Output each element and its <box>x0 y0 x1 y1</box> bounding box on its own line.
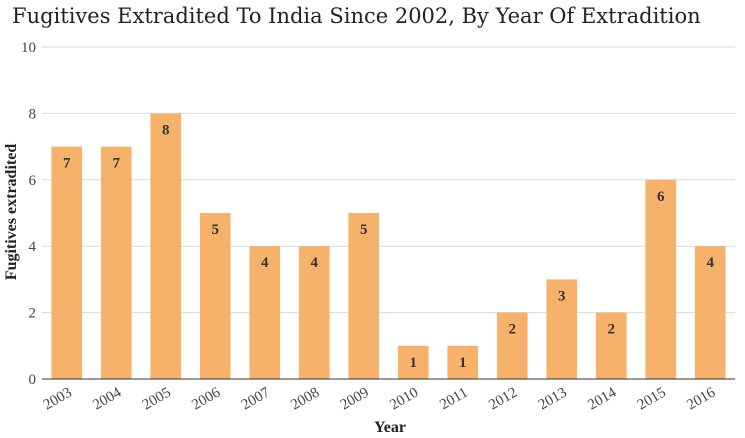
y-tick-label: 4 <box>29 239 37 255</box>
y-axis-label: Fugitives extradited <box>3 144 20 281</box>
bar <box>694 246 726 379</box>
bar <box>150 113 182 380</box>
bar-value-label: 4 <box>261 255 269 271</box>
bar-value-labels: 7 7 8 5 4 4 5 1 1 2 3 2 6 4 <box>63 122 715 370</box>
bar <box>249 246 281 379</box>
bar-value-label: 7 <box>63 156 71 172</box>
bar <box>100 146 132 379</box>
bar-value-label: 2 <box>608 322 616 338</box>
bar <box>496 312 528 379</box>
y-tick-label: 10 <box>21 40 36 56</box>
bar <box>447 345 479 379</box>
y-tick-label: 6 <box>29 173 37 189</box>
bar <box>199 213 231 379</box>
x-tick-label: 2011 <box>437 385 471 414</box>
bar <box>397 345 429 379</box>
y-tick-label: 8 <box>29 106 37 122</box>
x-tick-label: 2010 <box>387 385 421 414</box>
bar-value-label: 5 <box>360 222 368 238</box>
bar-value-label: 1 <box>459 355 467 371</box>
bar-value-label: 3 <box>558 288 566 304</box>
x-tick-label: 2003 <box>41 385 75 414</box>
y-tick-label: 0 <box>29 372 37 388</box>
x-tick-label: 2007 <box>239 384 273 413</box>
bar-value-label: 7 <box>113 156 121 172</box>
x-tick-label: 2008 <box>288 385 322 414</box>
bar-value-label: 8 <box>162 122 170 138</box>
x-tick-label: 2004 <box>90 384 124 413</box>
x-tick-label: 2009 <box>338 385 372 414</box>
x-tick-label: 2012 <box>486 385 520 414</box>
y-tick-label: 2 <box>29 306 37 322</box>
bar <box>298 246 330 379</box>
bar-value-label: 1 <box>410 355 418 371</box>
gridlines <box>42 46 735 314</box>
x-tick-label: 2006 <box>189 384 223 413</box>
x-tick-label: 2014 <box>585 384 619 413</box>
x-tick-label: 2015 <box>635 385 669 414</box>
bar-value-label: 4 <box>311 255 319 271</box>
bar <box>51 146 83 379</box>
x-axis-label: Year <box>374 419 406 436</box>
bar-value-label: 6 <box>657 189 665 205</box>
x-tick-label: 2005 <box>140 385 174 414</box>
bars <box>51 113 726 380</box>
x-axis-ticks: 2003 2004 2005 2006 2007 2008 2009 2010 2011 2012… <box>41 384 719 413</box>
bar <box>595 312 627 379</box>
bar <box>645 179 677 379</box>
bar <box>348 213 380 379</box>
chart-title: Fugitives Extradited To India Since 2002… <box>12 4 701 28</box>
bar <box>546 279 578 379</box>
bar-value-label: 2 <box>509 322 517 338</box>
y-axis-ticks: 0 2 4 6 8 10 <box>21 40 37 388</box>
x-tick-label: 2013 <box>536 385 570 414</box>
bar-value-label: 5 <box>212 222 220 238</box>
x-tick-label: 2016 <box>684 384 718 413</box>
bar-value-label: 4 <box>707 255 715 271</box>
